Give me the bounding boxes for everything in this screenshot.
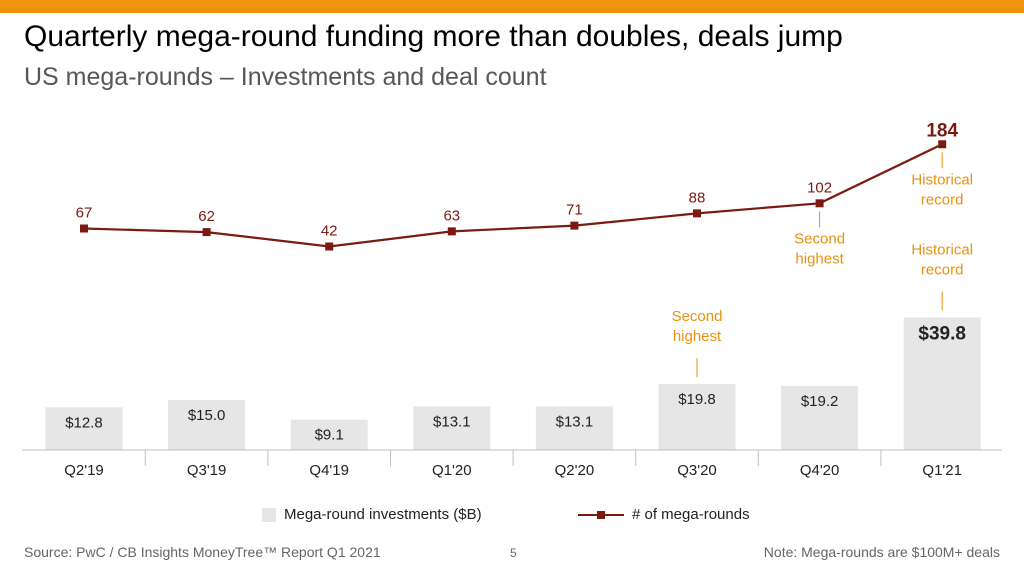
- deals-marker: [80, 224, 88, 233]
- deals-value-label: 62: [198, 208, 215, 225]
- deals-value-label: 88: [689, 189, 706, 206]
- bar: [658, 384, 736, 450]
- x-tick-label: Q1'20: [432, 462, 472, 479]
- deals-line: [83, 143, 943, 248]
- bar-value-label: $39.8: [918, 323, 966, 344]
- x-tick-label: Q4'20: [800, 462, 840, 479]
- bar: [903, 317, 981, 450]
- annotation-label: highest: [673, 328, 722, 345]
- annotation-label: Historical: [911, 241, 973, 258]
- bar: [45, 407, 123, 450]
- legend-label-deals: # of mega-rounds: [632, 506, 750, 523]
- bar: [413, 406, 491, 450]
- annotation-label: highest: [795, 250, 844, 267]
- footnote: Note: Mega-rounds are $100M+ deals: [763, 544, 1000, 560]
- deals-value-label: 71: [566, 202, 583, 219]
- deals-marker: [202, 228, 211, 237]
- page-title: Quarterly mega-round funding more than d…: [24, 20, 843, 53]
- deals-marker: [447, 227, 456, 236]
- deals-marker: [570, 221, 579, 230]
- legend-bar-swatch: [262, 507, 276, 522]
- line-layer: 67 62 42 63 71 88 102 184: [76, 120, 958, 251]
- deals-value-label: 102: [807, 179, 832, 196]
- legend-line-swatch: [578, 508, 624, 522]
- annotation-label: record: [921, 261, 964, 278]
- annotations-layer: Second highest Historical record Second highe…: [672, 152, 973, 378]
- deals-marker: [693, 209, 701, 218]
- x-tick-label: Q2'19: [64, 462, 104, 479]
- chart-area: $12.8 $15.0$9.1$13.1 $13.1$19.8 $19.2$39.8 …: [22, 120, 1002, 479]
- deals-marker: [938, 140, 947, 149]
- bar: [535, 406, 613, 450]
- bars-layer: $12.8 $15.0 $9.1 $13.1 $13.1 $19.8 $19.2 $39.8: [45, 317, 981, 450]
- x-axis: Q2'19 Q3'19 Q4'19 Q1'20 Q2'20 Q3'20 Q4'20 Q1'21: [22, 449, 1002, 479]
- x-tick-label: Q2'20: [555, 462, 595, 479]
- x-tick-label: Q4'19: [309, 462, 349, 479]
- bar-value-label: $19.2: [801, 393, 839, 410]
- bar: [781, 386, 859, 450]
- deals-marker: [325, 242, 334, 251]
- bar-value-label: $15.0: [188, 407, 226, 424]
- annotation-label: Second: [794, 230, 845, 247]
- legend-item-investments: Mega-round investments ($B): [262, 506, 482, 523]
- bar-value-label: $9.1: [315, 427, 344, 444]
- page-number: 5: [510, 546, 517, 560]
- bar-value-label: $19.8: [678, 391, 716, 408]
- x-tick-label: Q3'19: [187, 462, 227, 479]
- bar-value-label: $13.1: [556, 413, 594, 430]
- page-subtitle: US mega-rounds – Investments and deal co…: [24, 63, 547, 91]
- deals-value-label: 63: [443, 207, 460, 224]
- bar: [290, 419, 368, 450]
- source-note: Source: PwC / CB Insights MoneyTree™ Rep…: [24, 544, 381, 560]
- deals-value-label: 42: [321, 223, 338, 240]
- bar: [168, 400, 246, 450]
- deals-marker: [815, 199, 824, 208]
- bar-value-label: $13.1: [433, 413, 471, 430]
- legend-label-investments: Mega-round investments ($B): [284, 506, 482, 523]
- legend-item-deals: # of mega-rounds: [578, 506, 750, 523]
- x-tick-label: Q1'21: [922, 462, 962, 479]
- bar-value-label: $12.8: [65, 414, 103, 431]
- x-tick-label: Q3'20: [677, 462, 717, 479]
- top-accent-bar: [0, 0, 1024, 13]
- annotation-label: record: [921, 191, 964, 208]
- annotation-label: Second: [672, 308, 723, 325]
- deals-value-label: 184: [926, 120, 958, 141]
- annotation-label: Historical: [911, 171, 973, 188]
- deals-value-label: 67: [76, 205, 93, 222]
